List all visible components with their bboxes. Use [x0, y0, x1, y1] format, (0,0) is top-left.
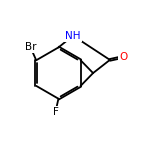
- Text: F: F: [53, 107, 58, 117]
- Text: NH: NH: [65, 31, 81, 41]
- Text: O: O: [119, 52, 127, 62]
- Text: Br: Br: [25, 42, 36, 52]
